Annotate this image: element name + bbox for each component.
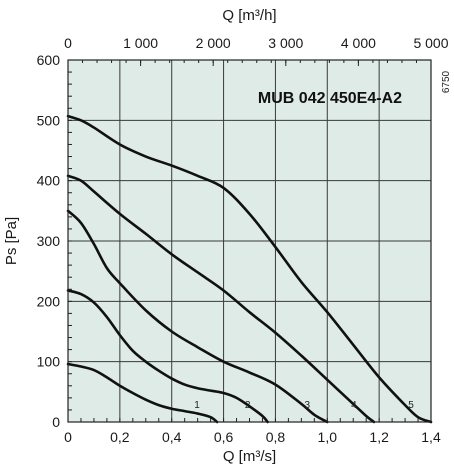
y-tick-label: 200	[37, 293, 61, 309]
chart-code: 6750	[441, 70, 452, 93]
y-tick-label: 100	[37, 354, 61, 370]
x2-axis-label: Q [m³/h]	[222, 7, 276, 24]
x2-tick-label: 4 000	[341, 35, 376, 51]
x2-tick-label: 3 000	[268, 35, 303, 51]
fan-curves: 1 2 3 4 5	[66, 114, 433, 424]
y-tick-label: 600	[37, 52, 61, 68]
curve-2	[66, 289, 269, 424]
y-axis-label: Ps [Pa]	[3, 217, 20, 265]
curve-5	[66, 114, 433, 424]
curve-label-5: 5	[408, 400, 414, 411]
x-tick-label: 0,2	[110, 429, 130, 445]
curve-3	[66, 209, 329, 424]
x2-tick-label: 5 000	[413, 35, 448, 51]
x2-tick-label: 1 000	[123, 35, 158, 51]
x2-tick-label: 2 000	[196, 35, 231, 51]
curve-label-3: 3	[305, 400, 311, 411]
curve-4	[66, 174, 376, 424]
axis-ticks: 0 0,2 0,4 0,6 0,8 1,0 1,2 1,4 0 100 200 300 400 500 60…	[37, 35, 449, 445]
y-tick-label: 0	[52, 414, 60, 430]
x-tick-label: 0,6	[214, 429, 234, 445]
curve-1	[66, 362, 219, 424]
curve-label-4: 4	[351, 400, 357, 411]
y-tick-label: 500	[37, 112, 61, 128]
chart-title: MUB 042 450E4-A2	[258, 90, 402, 107]
curve-label-2: 2	[245, 400, 251, 411]
x-tick-label: 0	[64, 429, 72, 445]
x-tick-label: 1,2	[369, 429, 389, 445]
x2-tick-label: 0	[64, 35, 72, 51]
x-tick-label: 0,8	[266, 429, 286, 445]
curve-label-1: 1	[194, 400, 200, 411]
x-axis-label: Q [m³/s]	[223, 448, 276, 465]
x-tick-label: 1,4	[421, 429, 441, 445]
y-tick-label: 400	[37, 173, 61, 189]
x-tick-label: 0,4	[162, 429, 182, 445]
y-tick-label: 300	[37, 233, 61, 249]
x-tick-label: 1,0	[318, 429, 338, 445]
